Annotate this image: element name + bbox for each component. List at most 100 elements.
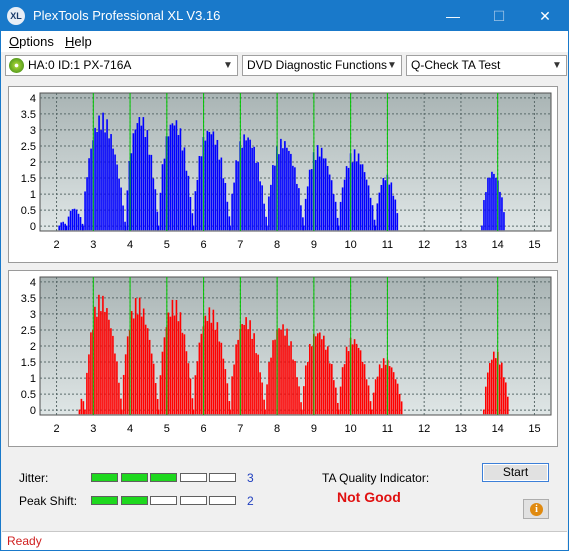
data-bar xyxy=(365,179,368,231)
data-bar xyxy=(159,375,162,415)
data-bar xyxy=(222,178,225,231)
x-tick-label: 13 xyxy=(455,423,467,435)
data-bar xyxy=(337,225,340,231)
data-bar xyxy=(284,335,286,415)
y-tick-label: 0 xyxy=(30,405,36,417)
data-bar xyxy=(353,339,356,415)
drive-select[interactable]: HA:0 ID:1 PX-716A ▼ xyxy=(5,55,238,76)
data-bar xyxy=(382,177,385,231)
data-bar xyxy=(495,177,497,231)
data-bar xyxy=(303,386,305,415)
data-bar xyxy=(245,140,247,231)
data-bar xyxy=(171,123,174,231)
data-bar xyxy=(229,409,231,415)
data-bar xyxy=(142,117,145,231)
data-bar xyxy=(94,306,96,415)
title-bar[interactable]: XL PlexTools Professional XL V3.16 — ☐ ✕ xyxy=(1,1,568,31)
data-bar xyxy=(300,205,302,231)
meter-segment xyxy=(150,473,177,482)
x-tick-label: 10 xyxy=(345,239,357,251)
close-button[interactable]: ✕ xyxy=(539,8,551,24)
toolbar: HA:0 ID:1 PX-716A ▼ DVD Diagnostic Funct… xyxy=(1,52,568,80)
data-bar xyxy=(286,328,288,415)
data-bar xyxy=(261,185,263,231)
data-bar xyxy=(247,329,249,415)
data-bar xyxy=(373,219,376,231)
menu-options[interactable]: Options xyxy=(9,34,54,49)
data-bar xyxy=(192,409,195,415)
data-bar xyxy=(140,125,143,231)
data-bar xyxy=(196,179,199,231)
data-bar xyxy=(400,401,403,415)
data-bar xyxy=(152,178,155,231)
data-bar xyxy=(314,159,317,231)
data-bar xyxy=(126,336,129,415)
data-bar xyxy=(490,359,493,415)
data-bar xyxy=(326,165,329,231)
data-bar xyxy=(185,351,188,415)
x-tick-label: 3 xyxy=(90,423,96,435)
data-series xyxy=(78,294,509,415)
menu-help[interactable]: Help xyxy=(65,34,92,49)
data-bar xyxy=(112,148,114,231)
test-select[interactable]: Q-Check TA Test ▼ xyxy=(406,55,567,76)
data-bar xyxy=(86,372,88,415)
data-bar xyxy=(320,147,323,231)
disc-drive-icon xyxy=(9,58,24,73)
data-bar xyxy=(270,184,272,231)
data-bar xyxy=(351,162,354,231)
data-bar xyxy=(159,192,162,231)
chart-panel-top: 0 0.5 1 1.5 2 2.5 3 3.5 4 2 3 4 5 6 7 8 9 10 11 12 13 14 15 xyxy=(8,86,558,263)
data-bar xyxy=(249,320,251,415)
x-tick-label: 2 xyxy=(53,423,59,435)
data-bar xyxy=(120,409,123,415)
y-tick-label: 3 xyxy=(30,125,36,137)
start-button[interactable]: Start xyxy=(482,463,549,482)
data-bar xyxy=(492,351,495,415)
data-bar xyxy=(214,144,217,231)
data-bar xyxy=(324,158,327,231)
data-bar xyxy=(305,365,307,415)
x-tick-label: 9 xyxy=(311,423,317,435)
data-bar xyxy=(177,135,180,231)
data-bar xyxy=(148,154,151,231)
data-bar xyxy=(179,128,182,231)
peak-group xyxy=(157,299,194,415)
test-select-value: Q-Check TA Test xyxy=(411,58,501,72)
data-bar xyxy=(220,342,223,415)
x-tick-label: 2 xyxy=(53,239,59,251)
data-bar xyxy=(156,211,159,231)
data-bar xyxy=(372,392,375,415)
data-bar xyxy=(268,196,270,231)
maximize-button[interactable]: ☐ xyxy=(492,8,506,24)
data-bar xyxy=(491,171,493,231)
data-bar xyxy=(259,372,261,415)
data-bar xyxy=(224,182,227,231)
data-bar xyxy=(359,350,362,415)
data-bar xyxy=(60,222,62,231)
data-bar xyxy=(148,339,151,415)
minimize-button[interactable]: — xyxy=(446,8,460,24)
data-bar xyxy=(388,366,391,415)
info-button[interactable]: i xyxy=(523,499,549,519)
function-select[interactable]: DVD Diagnostic Functions ▼ xyxy=(242,55,402,76)
data-bar xyxy=(112,335,114,415)
data-bar xyxy=(235,344,237,415)
data-bar xyxy=(392,195,395,231)
data-bar xyxy=(216,139,219,231)
data-bar xyxy=(241,147,243,231)
y-tick-label: 2.5 xyxy=(21,141,36,153)
data-bar xyxy=(274,165,276,231)
peak-group xyxy=(78,398,85,415)
data-bar xyxy=(282,148,284,231)
data-bar xyxy=(343,364,346,415)
data-bar xyxy=(388,184,391,231)
data-bar xyxy=(380,184,383,231)
data-bar xyxy=(243,324,245,415)
jitter-value: 3 xyxy=(247,471,254,485)
data-bar xyxy=(110,328,112,415)
data-bar xyxy=(263,203,265,231)
data-bar xyxy=(233,182,235,231)
data-bar xyxy=(390,182,393,231)
data-bar xyxy=(183,334,186,415)
